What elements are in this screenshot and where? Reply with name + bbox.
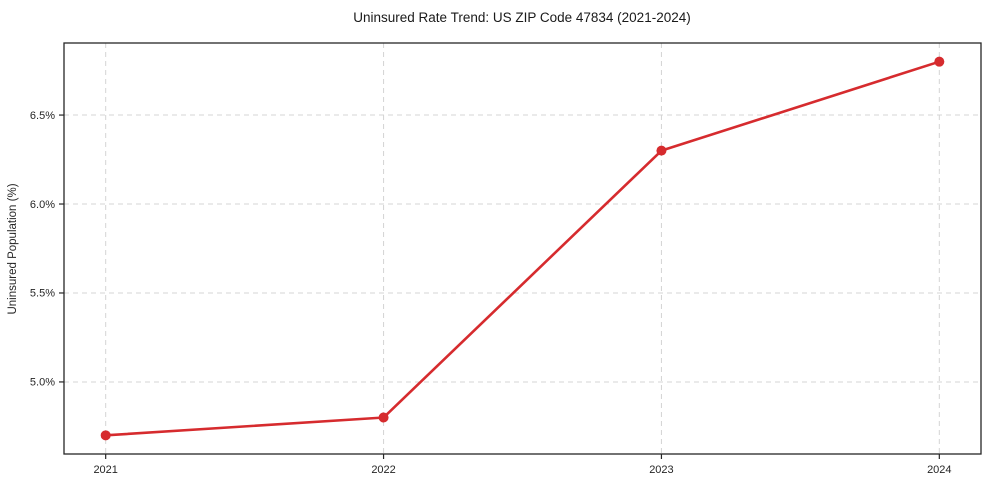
data-point-marker <box>934 56 945 67</box>
data-point-marker <box>100 430 111 441</box>
y-tick-label: 6.5% <box>30 110 55 122</box>
data-point-marker <box>656 145 667 156</box>
y-tick-label: 6.0% <box>30 199 55 211</box>
y-tick-label: 5.5% <box>30 288 55 300</box>
x-tick-label: 2022 <box>371 464 395 476</box>
x-tick-label: 2021 <box>93 464 117 476</box>
plot-border <box>63 42 982 455</box>
data-point-marker <box>378 412 389 423</box>
grid-layer <box>64 43 981 454</box>
y-axis-title: Uninsured Population (%) <box>7 183 19 314</box>
y-tick-label: 5.0% <box>30 377 55 389</box>
x-tick-label: 2023 <box>649 464 673 476</box>
x-tick-label: 2024 <box>927 464 951 476</box>
trend-line <box>104 60 941 437</box>
series-layer <box>100 56 945 441</box>
chart-title: Uninsured Rate Trend: US ZIP Code 47834 … <box>353 10 690 25</box>
axis-layer: 2021 2022 2023 2024 5.0% 5.5% 6.0% 6.5% <box>30 42 982 476</box>
